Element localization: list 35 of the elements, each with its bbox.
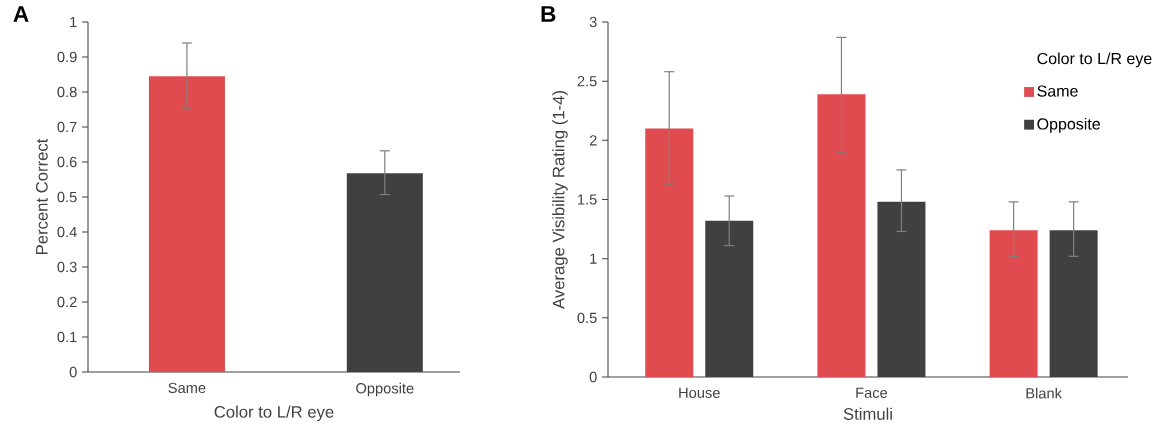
y-tick-label: 0.2 [57,296,77,308]
y-tick-label: 0.9 [57,51,77,63]
y-tick-label: 0.5 [577,312,597,324]
legend-label: Same [1037,85,1078,97]
bar [817,94,866,377]
x-tick-label: Blank [1026,387,1062,399]
y-axis-title: Percent Correct [35,138,48,254]
y-tick-label: 0.7 [57,121,77,133]
y-tick-label: 1 [70,16,77,28]
y-tick-label: 0.6 [57,156,77,168]
y-tick-label: 0.3 [57,261,77,273]
bar [989,230,1038,377]
y-axis-title: Average Visibility Rating (1-4) [552,91,568,309]
chart-title: B [541,6,556,22]
y-tick-label: 1 [590,253,597,264]
y-tick-label: 0.8 [57,86,77,98]
y-tick-label: 0 [69,366,77,378]
bar [645,128,694,377]
y-tick-label: 0 [589,371,597,383]
x-tick-label: Opposite [356,382,414,397]
chart-title: A [13,6,29,22]
y-tick-label: 1.5 [578,194,597,205]
legend-title: Color to L/R eye [1037,52,1152,68]
x-axis-title: Color to L/R eye [214,405,334,422]
y-tick-label: 2.5 [577,75,597,87]
legend-label: Opposite [1037,117,1100,133]
y-tick-label: 3 [589,16,597,28]
y-tick-label: 2 [589,135,597,146]
x-tick-label: House [679,387,720,398]
y-tick-label: 0.1 [57,331,77,343]
y-tick-label: 0.4 [57,226,77,238]
x-tick-label: Face [856,387,888,398]
x-tick-label: Same [168,382,206,394]
x-axis-title: Stimuli [843,407,892,420]
y-tick-label: 0.5 [57,191,77,203]
